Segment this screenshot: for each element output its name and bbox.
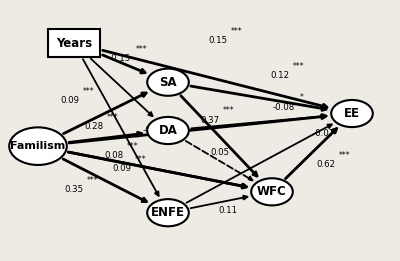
Text: *: *	[241, 197, 245, 205]
Text: 0.08: 0.08	[104, 151, 124, 160]
Text: 0.11: 0.11	[218, 206, 238, 215]
Text: SA: SA	[159, 76, 177, 89]
Text: 0.62: 0.62	[316, 160, 336, 169]
Text: 0.09: 0.09	[112, 164, 132, 173]
Text: 0.28: 0.28	[84, 122, 104, 131]
Text: ***: ***	[127, 142, 139, 151]
Text: 0.12: 0.12	[270, 71, 290, 80]
Circle shape	[9, 127, 67, 165]
Text: ***: ***	[339, 151, 351, 160]
Text: ENFE: ENFE	[151, 206, 185, 219]
Text: -0.08: -0.08	[273, 103, 295, 111]
Circle shape	[147, 69, 189, 96]
Text: 0.15: 0.15	[208, 36, 228, 45]
Text: *: *	[340, 120, 344, 128]
Text: ***: ***	[87, 176, 99, 185]
Circle shape	[147, 199, 189, 226]
Text: -0.09: -0.09	[143, 126, 165, 135]
Text: *: *	[300, 93, 304, 102]
Text: 0.05: 0.05	[210, 148, 230, 157]
Text: ***: ***	[293, 62, 305, 71]
Text: ***: ***	[135, 155, 147, 164]
Text: -0.07: -0.07	[313, 129, 335, 138]
Text: WFC: WFC	[257, 185, 287, 198]
Text: DA: DA	[158, 124, 178, 137]
Circle shape	[331, 100, 373, 127]
Text: ***: ***	[107, 113, 119, 122]
Text: ***: ***	[231, 27, 243, 36]
Text: ***: ***	[83, 87, 95, 96]
Text: ***: ***	[223, 106, 235, 115]
Text: -0.15: -0.15	[109, 54, 131, 63]
FancyBboxPatch shape	[48, 29, 100, 57]
Text: ***: ***	[136, 45, 148, 54]
Circle shape	[147, 117, 189, 144]
Text: Familism: Familism	[10, 141, 66, 151]
Text: EE: EE	[344, 107, 360, 120]
Text: Years: Years	[56, 37, 92, 50]
Text: 0.35: 0.35	[64, 185, 84, 194]
Text: ***: ***	[170, 117, 182, 126]
Circle shape	[251, 178, 293, 205]
Text: 0.09: 0.09	[60, 96, 80, 105]
Text: 0.37: 0.37	[200, 116, 220, 124]
